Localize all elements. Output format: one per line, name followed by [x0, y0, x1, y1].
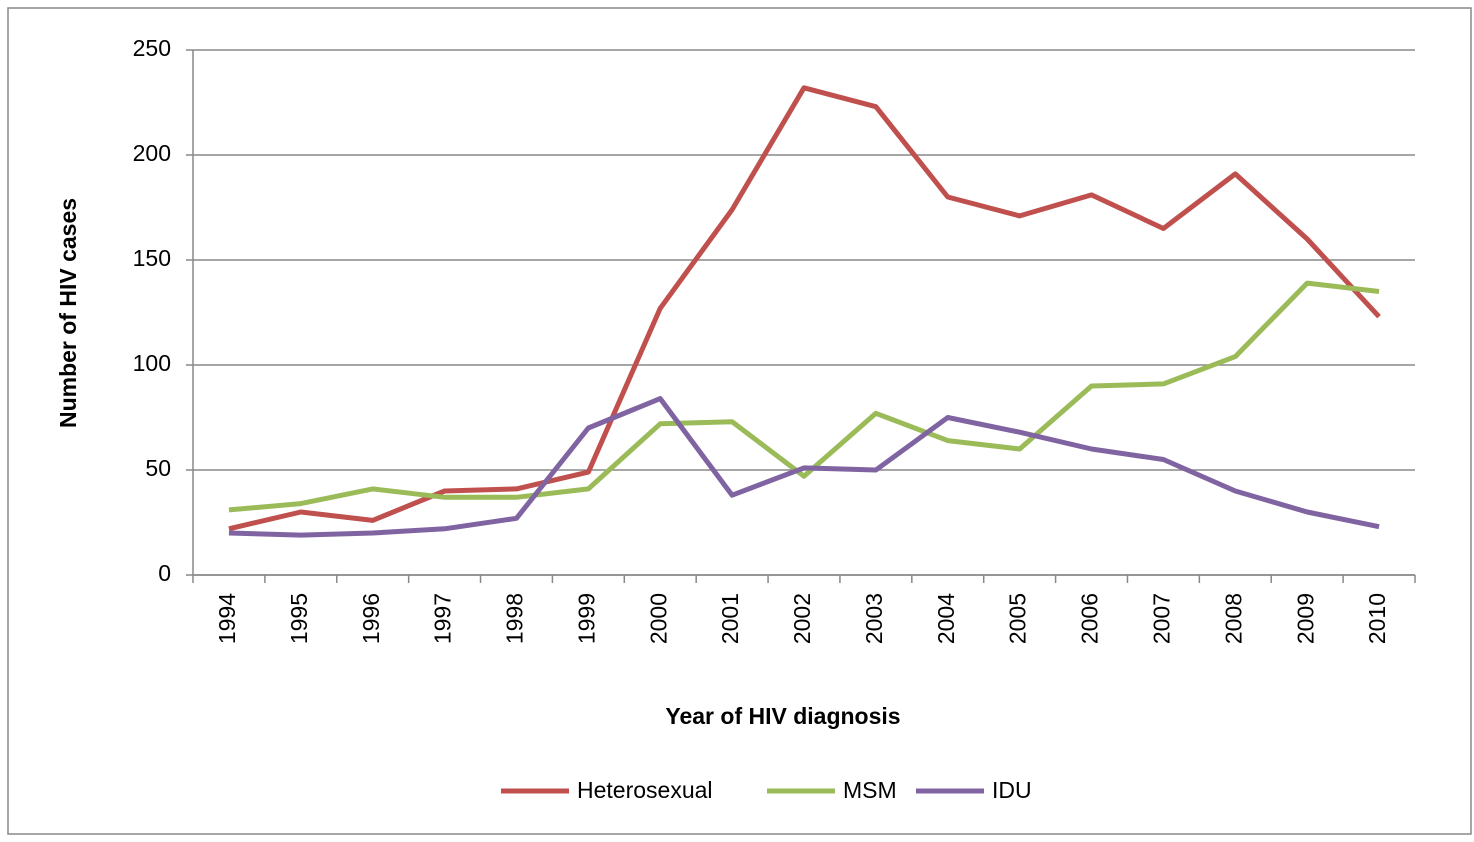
y-tick-label: 50 — [145, 455, 171, 481]
series-line — [228, 85, 1381, 532]
x-axis-label: Year of HIV diagnosis — [665, 703, 900, 729]
x-tick-label: 2004 — [933, 593, 959, 644]
y-tick-label: 0 — [158, 560, 171, 586]
legend-label: IDU — [992, 777, 1032, 803]
x-tick-label: 2000 — [645, 593, 671, 644]
x-tick-label: 2006 — [1077, 593, 1103, 644]
x-tick-label: 1996 — [358, 593, 384, 644]
y-tick-label: 200 — [133, 140, 171, 166]
legend-label: Heterosexual — [577, 777, 713, 803]
x-tick-label: 2010 — [1364, 593, 1390, 644]
legend-label: MSM — [843, 777, 897, 803]
y-tick-label: 100 — [133, 350, 171, 376]
x-tick-label: 1998 — [502, 593, 528, 644]
x-tick-label: 2009 — [1292, 593, 1318, 644]
chart-frame — [7, 7, 1472, 835]
x-tick-label: 1997 — [430, 593, 456, 644]
x-tick-label: 2008 — [1220, 593, 1246, 644]
x-tick-label: 2001 — [717, 593, 743, 644]
series-line — [228, 280, 1380, 513]
x-tick-label: 1994 — [214, 593, 240, 644]
x-tick-label: 2007 — [1148, 593, 1174, 644]
series-line — [228, 396, 1380, 538]
x-tick-label: 1999 — [573, 593, 599, 644]
y-tick-label: 250 — [133, 35, 171, 61]
x-tick-label: 2003 — [861, 593, 887, 644]
y-tick-label: 150 — [133, 245, 171, 271]
y-axis-label: Number of HIV cases — [55, 198, 81, 428]
x-tick-label: 2005 — [1005, 593, 1031, 644]
x-tick-label: 2002 — [789, 593, 815, 644]
x-tick-label: 1995 — [286, 593, 312, 644]
